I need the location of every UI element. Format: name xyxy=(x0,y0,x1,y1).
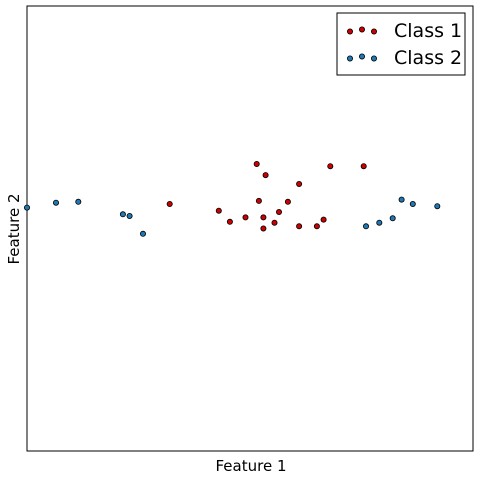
data-point xyxy=(327,163,334,170)
y-axis-label: Feature 2 xyxy=(5,194,23,265)
data-point xyxy=(296,180,303,187)
legend-marker xyxy=(370,28,377,35)
data-point xyxy=(376,219,383,226)
legend-entry: Class 2 xyxy=(346,47,462,69)
data-point xyxy=(119,211,126,218)
data-point xyxy=(139,230,146,237)
data-point xyxy=(242,214,249,221)
data-point xyxy=(409,200,416,207)
legend-marker xyxy=(358,53,365,60)
legend-marker xyxy=(346,55,353,62)
data-point xyxy=(262,172,269,179)
data-points xyxy=(23,160,441,237)
data-point xyxy=(253,160,260,167)
data-point xyxy=(166,200,173,207)
data-point xyxy=(260,225,267,232)
legend-marker xyxy=(370,55,377,62)
data-point xyxy=(313,223,320,230)
series-1 xyxy=(166,160,367,232)
data-point xyxy=(255,197,262,204)
data-point xyxy=(23,204,30,211)
legend-box xyxy=(336,12,466,76)
plot-area-frame xyxy=(26,5,474,452)
legend-label: Class 1 xyxy=(394,20,462,42)
data-point xyxy=(362,223,369,230)
x-axis-label: Feature 1 xyxy=(216,457,287,475)
data-point xyxy=(360,163,367,170)
data-point xyxy=(284,198,291,205)
data-point xyxy=(215,207,222,214)
data-point xyxy=(398,196,405,203)
data-point xyxy=(296,223,303,230)
data-point xyxy=(271,219,278,226)
data-point xyxy=(53,199,60,206)
series-2 xyxy=(23,196,441,237)
data-point xyxy=(434,203,441,210)
data-point xyxy=(275,208,282,215)
data-point xyxy=(320,216,327,223)
data-point xyxy=(226,218,233,225)
data-point xyxy=(260,214,267,221)
legend-marker xyxy=(358,26,365,33)
legend: Class 1 Class 2 xyxy=(336,12,466,76)
data-point xyxy=(126,212,133,219)
legend-marker xyxy=(346,28,353,35)
legend-entry: Class 1 xyxy=(346,20,462,42)
data-point xyxy=(389,215,396,222)
data-point xyxy=(75,198,82,205)
legend-label: Class 2 xyxy=(394,47,462,69)
